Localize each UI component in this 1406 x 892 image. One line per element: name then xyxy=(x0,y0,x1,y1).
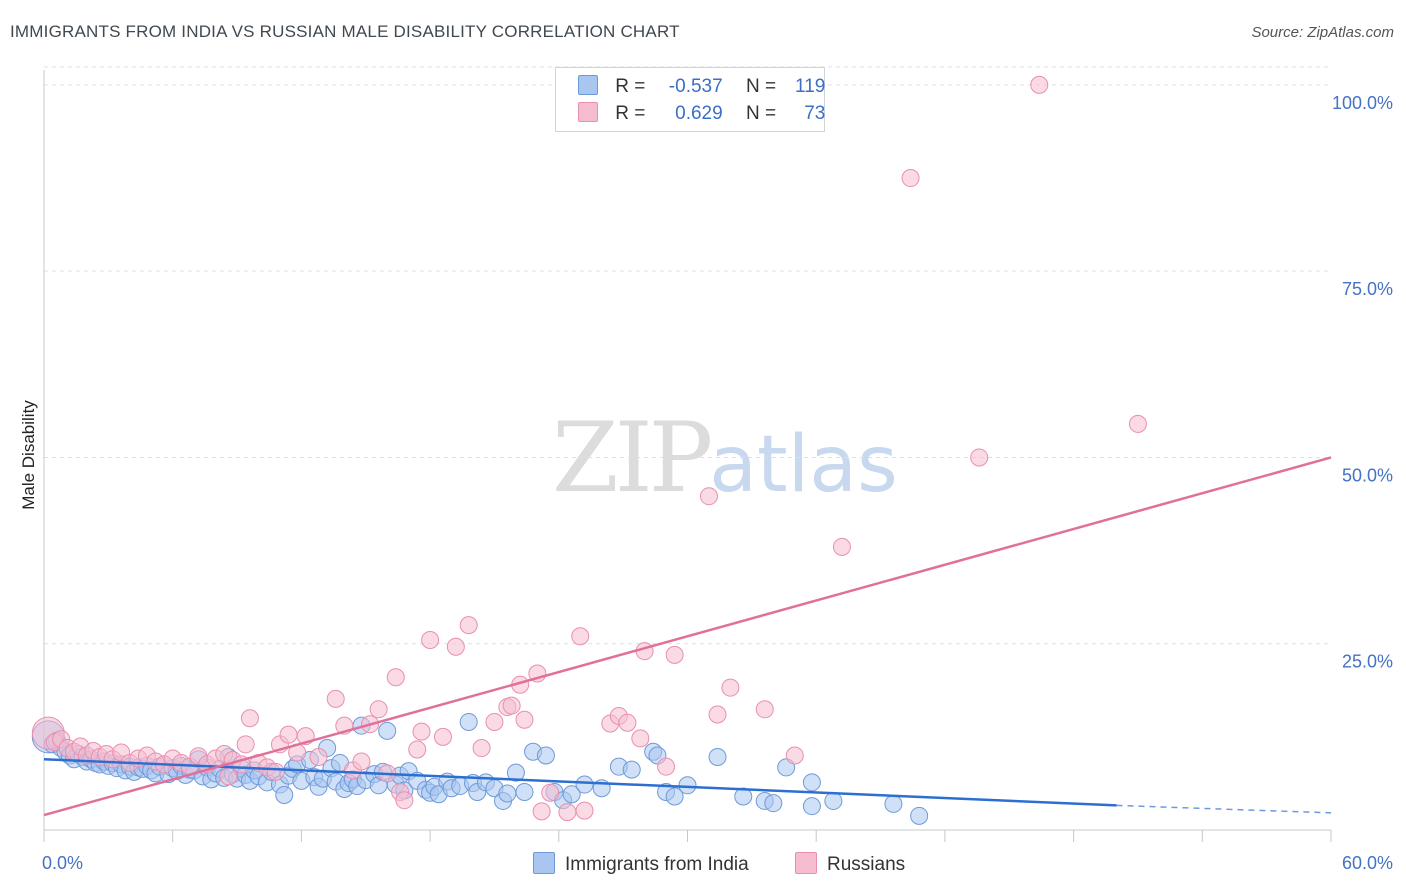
legend-n-label: N = xyxy=(745,103,777,124)
trend-line-0 xyxy=(43,757,1117,807)
bottom-legend-russians[interactable]: Russians xyxy=(795,852,905,876)
legend-r-value-india: -0.537 xyxy=(668,76,723,97)
legend-swatch-russians xyxy=(578,102,598,122)
chart-title: IMMIGRANTS FROM INDIA VS RUSSIAN MALE DI… xyxy=(10,22,680,41)
data-point xyxy=(446,637,465,656)
data-point xyxy=(541,783,560,802)
data-point xyxy=(352,752,371,771)
data-point xyxy=(618,713,637,732)
legend-r-label: R = xyxy=(615,76,646,97)
grid-lines xyxy=(44,66,1331,645)
data-point xyxy=(832,537,851,556)
data-point xyxy=(219,767,238,786)
legend-r-value-russians: 0.629 xyxy=(675,103,723,124)
data-point xyxy=(485,712,504,731)
data-point xyxy=(506,763,525,782)
trend-line-1 xyxy=(43,456,1332,817)
data-point xyxy=(395,791,414,810)
data-point xyxy=(558,803,577,822)
data-point xyxy=(562,785,581,804)
data-point xyxy=(884,794,903,813)
data-point xyxy=(575,801,594,820)
watermark-logo: ZIPatlas xyxy=(552,402,898,514)
data-point xyxy=(1128,414,1147,433)
trend-lines xyxy=(43,456,1332,817)
legend-n-value-russians: 73 xyxy=(804,103,826,124)
data-point xyxy=(236,735,255,754)
data-point xyxy=(635,642,654,661)
bottom-legend-label-india: Immigrants from India xyxy=(565,854,749,875)
data-point xyxy=(785,746,804,765)
legend-row-russians: R = 0.629 N = 73 xyxy=(578,102,825,128)
data-point xyxy=(279,725,298,744)
data-point xyxy=(824,791,843,810)
legend-n-label: N = xyxy=(745,76,777,97)
bottom-legend-india[interactable]: Immigrants from India xyxy=(533,852,749,876)
legend-n-value-india: 119 xyxy=(795,76,826,97)
data-point xyxy=(459,616,478,635)
y-tick-label: 25.0% xyxy=(1342,652,1393,672)
data-point xyxy=(421,631,440,649)
data-point xyxy=(502,696,521,715)
data-point xyxy=(631,729,650,748)
data-point xyxy=(910,806,929,825)
data-point xyxy=(622,760,641,779)
trend-line-extension-0 xyxy=(1116,804,1332,814)
bottom-legend-swatch-india xyxy=(533,852,555,874)
data-point xyxy=(571,627,590,646)
y-axis-label: Male Disability xyxy=(19,400,38,510)
bottom-legend-swatch-russians xyxy=(795,852,817,874)
data-point xyxy=(970,448,989,467)
data-point xyxy=(369,700,388,719)
data-point xyxy=(459,712,478,731)
y-tick-label: 100.0% xyxy=(1332,93,1393,113)
data-point xyxy=(802,797,821,816)
y-tick-label: 75.0% xyxy=(1342,279,1393,299)
data-point xyxy=(266,762,285,781)
data-point xyxy=(275,785,294,804)
data-point xyxy=(240,709,259,728)
data-point xyxy=(802,773,821,792)
data-point xyxy=(764,794,783,813)
data-point xyxy=(515,783,534,801)
tick-labels: 25.0% 50.0% 75.0% 100.0% 0.0% 60.0% xyxy=(42,93,1393,873)
data-point xyxy=(699,487,718,506)
data-point xyxy=(721,678,740,697)
legend-swatch-india xyxy=(578,75,598,95)
y-tick-label: 50.0% xyxy=(1342,465,1393,485)
data-point xyxy=(1030,75,1049,94)
x-tick-label: 0.0% xyxy=(42,853,83,873)
data-point xyxy=(412,722,431,741)
data-point xyxy=(657,757,676,776)
legend-r-label: R = xyxy=(615,103,646,124)
series-russians xyxy=(31,75,1147,822)
data-point xyxy=(575,775,594,794)
data-point xyxy=(386,668,405,687)
data-point xyxy=(378,721,397,740)
axes xyxy=(43,70,1332,842)
data-point xyxy=(408,740,427,759)
data-point xyxy=(309,747,328,766)
bottom-legend-label-russians: Russians xyxy=(827,854,906,875)
legend-row-india: R = -0.537 N = 119 xyxy=(578,75,825,101)
data-point xyxy=(734,787,753,806)
data-point xyxy=(755,700,774,719)
data-point xyxy=(678,776,697,795)
data-point xyxy=(708,705,727,724)
data-point xyxy=(665,787,684,806)
data-point xyxy=(532,802,551,821)
data-point xyxy=(536,746,555,765)
data-point xyxy=(665,645,684,664)
data-point xyxy=(433,727,452,746)
data-point xyxy=(326,689,345,708)
data-point xyxy=(901,169,920,188)
x-tick-label: 60.0% xyxy=(1342,853,1393,873)
data-point xyxy=(498,784,517,803)
data-point xyxy=(515,710,534,729)
data-point xyxy=(708,747,727,766)
data-point xyxy=(472,739,491,758)
legend: R = -0.537 N = 119 R = 0.629 N = 73 xyxy=(555,67,825,132)
source-label[interactable]: Source: ZipAtlas.com xyxy=(1251,24,1394,41)
